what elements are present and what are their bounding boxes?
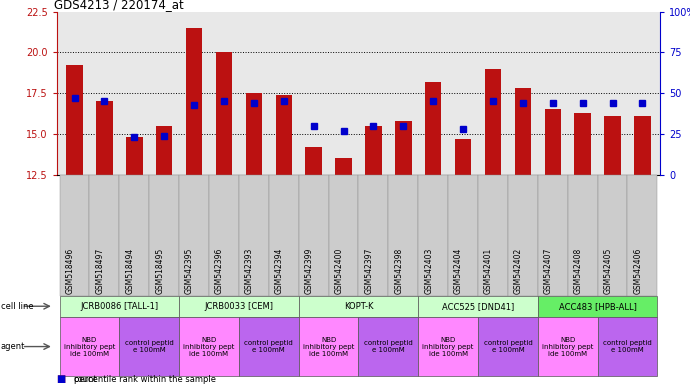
Text: cell line: cell line <box>1 302 33 311</box>
Bar <box>66 65 83 175</box>
Bar <box>186 28 202 175</box>
Bar <box>365 126 382 175</box>
Bar <box>156 126 172 175</box>
Bar <box>246 93 262 175</box>
Text: GSM518496: GSM518496 <box>66 248 75 294</box>
Text: GSM542394: GSM542394 <box>275 247 284 294</box>
Text: NBD
inhibitory pept
ide 100mM: NBD inhibitory pept ide 100mM <box>422 336 474 357</box>
Bar <box>216 52 232 175</box>
Text: GSM542398: GSM542398 <box>394 248 403 294</box>
Text: GSM542399: GSM542399 <box>304 247 314 294</box>
Text: GSM542395: GSM542395 <box>185 247 194 294</box>
Text: GSM542406: GSM542406 <box>633 247 642 294</box>
Text: JCRB0033 [CEM]: JCRB0033 [CEM] <box>204 302 273 311</box>
Text: GSM518497: GSM518497 <box>95 248 104 294</box>
Text: control peptid
e 100mM: control peptid e 100mM <box>603 340 652 353</box>
Text: ACC483 [HPB-ALL]: ACC483 [HPB-ALL] <box>559 302 636 311</box>
Bar <box>126 137 143 175</box>
Text: GSM542401: GSM542401 <box>484 248 493 294</box>
Text: GSM542400: GSM542400 <box>335 247 344 294</box>
Text: KOPT-K: KOPT-K <box>344 302 373 311</box>
Bar <box>515 88 531 175</box>
Text: GSM542397: GSM542397 <box>364 247 373 294</box>
Text: GSM542403: GSM542403 <box>424 247 433 294</box>
Text: NBD
inhibitory pept
ide 100mM: NBD inhibitory pept ide 100mM <box>303 336 354 357</box>
Text: GSM542405: GSM542405 <box>604 247 613 294</box>
Text: GSM542396: GSM542396 <box>215 247 224 294</box>
Text: agent: agent <box>1 342 25 351</box>
Text: GSM542402: GSM542402 <box>514 248 523 294</box>
Bar <box>485 69 501 175</box>
Text: JCRB0086 [TALL-1]: JCRB0086 [TALL-1] <box>80 302 159 311</box>
Text: GSM542404: GSM542404 <box>454 247 463 294</box>
Bar <box>395 121 411 175</box>
Text: control peptid
e 100mM: control peptid e 100mM <box>484 340 532 353</box>
Bar <box>335 158 352 175</box>
Text: percentile rank within the sample: percentile rank within the sample <box>74 375 216 384</box>
Bar <box>275 95 292 175</box>
Text: GSM542407: GSM542407 <box>544 247 553 294</box>
Text: ■: ■ <box>57 374 66 384</box>
Bar <box>634 116 651 175</box>
Text: NBD
inhibitory pept
ide 100mM: NBD inhibitory pept ide 100mM <box>542 336 593 357</box>
Text: control peptid
e 100mM: control peptid e 100mM <box>364 340 413 353</box>
Text: count: count <box>74 374 97 384</box>
Bar <box>604 116 621 175</box>
Bar <box>544 109 561 175</box>
Text: ACC525 [DND41]: ACC525 [DND41] <box>442 302 514 311</box>
Bar <box>306 147 322 175</box>
Bar <box>425 82 442 175</box>
Text: GSM542408: GSM542408 <box>573 248 582 294</box>
Text: ■: ■ <box>57 374 66 384</box>
Text: control peptid
e 100mM: control peptid e 100mM <box>244 340 293 353</box>
Text: GSM542393: GSM542393 <box>245 247 254 294</box>
Bar <box>96 101 112 175</box>
Text: GSM518494: GSM518494 <box>126 248 135 294</box>
Text: control peptid
e 100mM: control peptid e 100mM <box>125 340 174 353</box>
Bar <box>574 113 591 175</box>
Text: GSM518495: GSM518495 <box>155 248 164 294</box>
Text: NBD
inhibitory pept
ide 100mM: NBD inhibitory pept ide 100mM <box>184 336 235 357</box>
Text: GDS4213 / 220174_at: GDS4213 / 220174_at <box>54 0 184 12</box>
Bar <box>455 139 471 175</box>
Text: NBD
inhibitory pept
ide 100mM: NBD inhibitory pept ide 100mM <box>63 336 115 357</box>
